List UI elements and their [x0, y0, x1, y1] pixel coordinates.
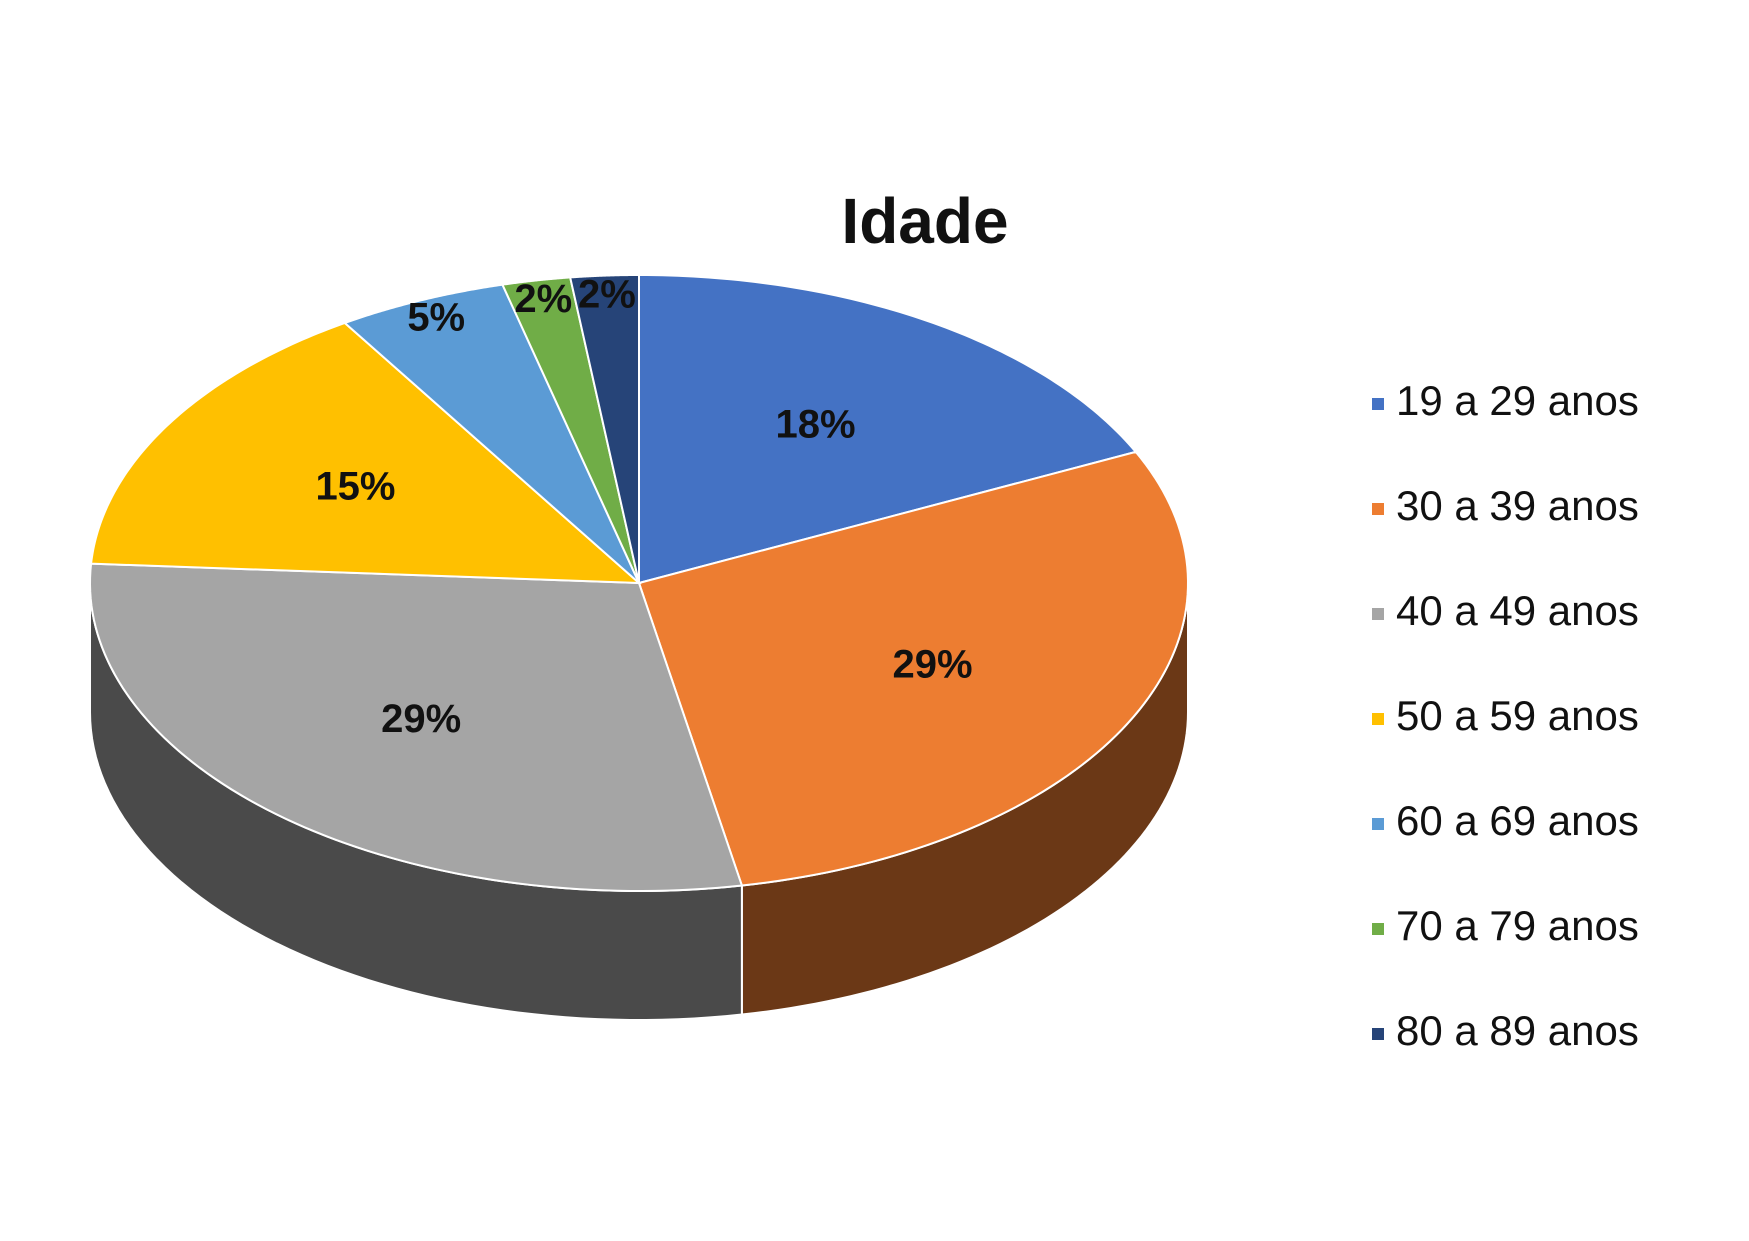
legend-label: 19 a 29 anos — [1396, 377, 1639, 424]
legend-swatch — [1372, 398, 1384, 410]
legend-label: 80 a 89 anos — [1396, 1007, 1639, 1054]
data-label: 15% — [315, 464, 395, 508]
legend-label: 70 a 79 anos — [1396, 902, 1639, 949]
legend-swatch — [1372, 818, 1384, 830]
chart-title: Idade — [841, 185, 1008, 257]
slice — [89, 321, 642, 585]
legend-label: 50 a 59 anos — [1396, 692, 1639, 739]
slice — [568, 274, 640, 584]
legend-swatch — [1372, 503, 1384, 515]
slice — [342, 283, 640, 584]
slice — [501, 276, 640, 584]
legend-swatch — [1372, 713, 1384, 725]
data-label: 2% — [578, 273, 636, 317]
legend-label: 30 a 39 anos — [1396, 482, 1639, 529]
data-label: 5% — [407, 296, 465, 340]
slice — [89, 562, 744, 892]
slice — [638, 273, 1138, 585]
data-label: 29% — [892, 642, 972, 686]
legend-swatch — [1372, 1028, 1384, 1040]
legend-label: 60 a 69 anos — [1396, 797, 1639, 844]
slice — [637, 450, 1189, 887]
data-label: 29% — [381, 697, 461, 741]
legend-label: 40 a 49 anos — [1396, 587, 1639, 634]
legend-swatch — [1372, 608, 1384, 620]
data-label: 18% — [775, 403, 855, 447]
legend-swatch — [1372, 923, 1384, 935]
data-label: 2% — [514, 277, 572, 321]
